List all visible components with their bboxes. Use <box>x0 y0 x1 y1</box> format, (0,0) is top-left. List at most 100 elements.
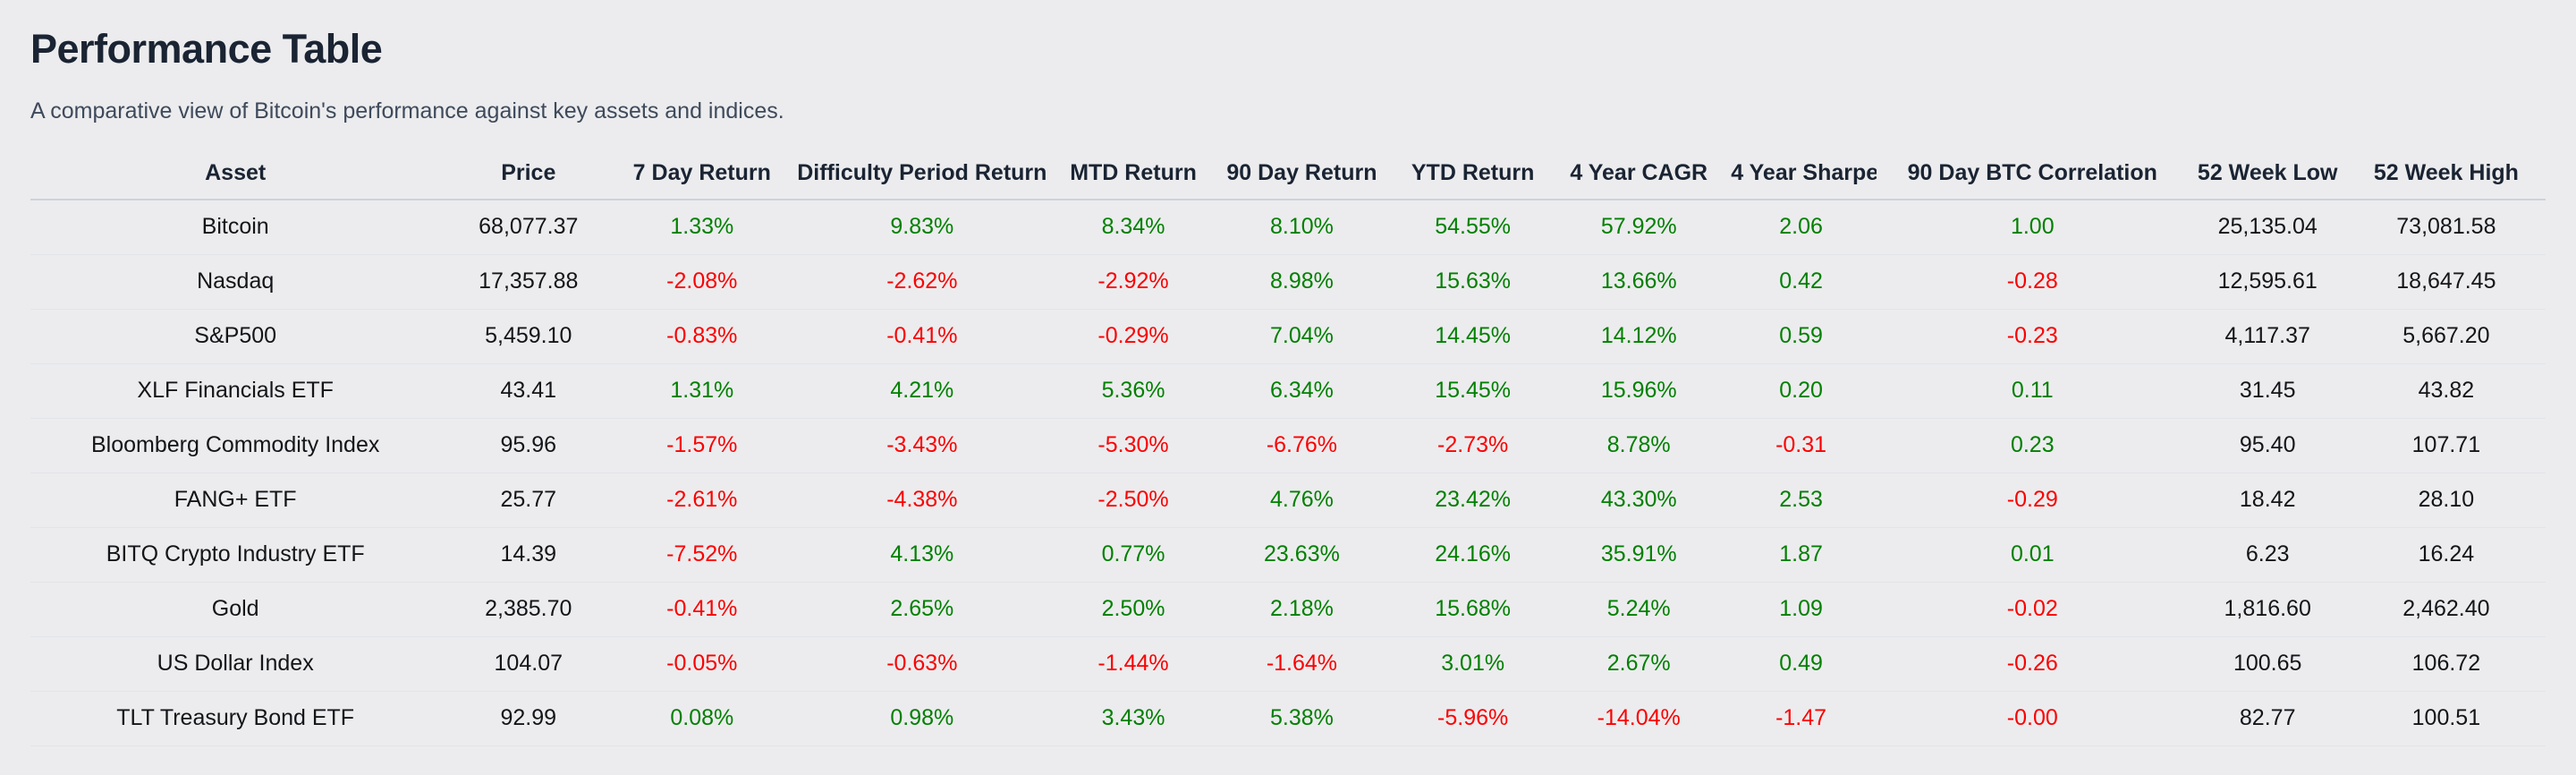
cell-low52: 6.23 <box>2188 527 2347 583</box>
cell-price: 5,459.10 <box>440 309 617 364</box>
cell-ytd: -5.96% <box>1394 691 1553 746</box>
column-header-ytd: YTD Return <box>1394 141 1553 200</box>
cell-high52: 5,667.20 <box>2346 309 2546 364</box>
table-row: Nasdaq 17,357.88 -2.08% -2.62% -2.92% 8.98% 15… <box>30 254 2546 310</box>
performance-table-section: Performance Table A comparative view of … <box>30 26 2546 746</box>
table-row: Bitcoin 68,077.37 1.33% 9.83% 8.34% 8.10% 54.5… <box>30 200 2546 255</box>
cell-sharpe4: 0.42 <box>1725 254 1877 310</box>
cell-sharpe4: 1.87 <box>1725 527 1877 583</box>
cell-low52: 12,595.61 <box>2188 254 2347 310</box>
cell-btc_corr90: -0.26 <box>1876 636 2189 692</box>
cell-mtd: -2.50% <box>1056 473 1210 528</box>
column-header-day7: 7 Day Return <box>616 141 788 200</box>
cell-low52: 82.77 <box>2188 691 2347 746</box>
cell-day90: 7.04% <box>1209 309 1394 364</box>
cell-difficulty: -2.62% <box>787 254 1057 310</box>
cell-cagr4: 14.12% <box>1552 309 1726 364</box>
table-row: Gold 2,385.70 -0.41% 2.65% 2.50% 2.18% 15.68% 5… <box>30 582 2546 637</box>
page-title: Performance Table <box>30 26 383 72</box>
cell-sharpe4: -1.47 <box>1725 691 1877 746</box>
cell-mtd: 8.34% <box>1056 200 1210 255</box>
cell-low52: 95.40 <box>2188 418 2347 473</box>
cell-sharpe4: 0.20 <box>1725 363 1877 419</box>
cell-btc_corr90: -0.28 <box>1876 254 2189 310</box>
cell-day90: 8.98% <box>1209 254 1394 310</box>
cell-difficulty: 9.83% <box>787 200 1057 255</box>
cell-day7: 0.08% <box>616 691 788 746</box>
cell-high52: 18,647.45 <box>2346 254 2546 310</box>
cell-sharpe4: -0.31 <box>1725 418 1877 473</box>
cell-difficulty: -0.63% <box>787 636 1057 692</box>
cell-ytd: 3.01% <box>1394 636 1553 692</box>
cell-asset: XLF Financials ETF <box>30 363 441 419</box>
column-header-low52: 52 Week Low <box>2188 141 2347 200</box>
table-row: FANG+ ETF 25.77 -2.61% -4.38% -2.50% 4.76% 23.… <box>30 473 2546 528</box>
cell-day7: 1.33% <box>616 200 788 255</box>
cell-day90: 6.34% <box>1209 363 1394 419</box>
cell-mtd: 2.50% <box>1056 582 1210 637</box>
cell-difficulty: -4.38% <box>787 473 1057 528</box>
cell-low52: 25,135.04 <box>2188 200 2347 255</box>
cell-mtd: -2.92% <box>1056 254 1210 310</box>
cell-low52: 4,117.37 <box>2188 309 2347 364</box>
cell-asset: S&P500 <box>30 309 441 364</box>
table-row: TLT Treasury Bond ETF 92.99 0.08% 0.98% 3.43… <box>30 691 2546 746</box>
cell-day7: -2.08% <box>616 254 788 310</box>
cell-high52: 100.51 <box>2346 691 2546 746</box>
cell-day90: -1.64% <box>1209 636 1394 692</box>
cell-sharpe4: 2.53 <box>1725 473 1877 528</box>
cell-difficulty: 2.65% <box>787 582 1057 637</box>
cell-day90: 8.10% <box>1209 200 1394 255</box>
cell-asset: TLT Treasury Bond ETF <box>30 691 441 746</box>
cell-low52: 18.42 <box>2188 473 2347 528</box>
cell-btc_corr90: 1.00 <box>1876 200 2189 255</box>
cell-sharpe4: 2.06 <box>1725 200 1877 255</box>
cell-ytd: 14.45% <box>1394 309 1553 364</box>
cell-btc_corr90: -0.23 <box>1876 309 2189 364</box>
column-header-asset: Asset <box>30 141 441 200</box>
cell-price: 68,077.37 <box>440 200 617 255</box>
cell-ytd: 15.68% <box>1394 582 1553 637</box>
cell-high52: 106.72 <box>2346 636 2546 692</box>
cell-btc_corr90: 0.23 <box>1876 418 2189 473</box>
cell-day90: 2.18% <box>1209 582 1394 637</box>
cell-ytd: 54.55% <box>1394 200 1553 255</box>
cell-ytd: 23.42% <box>1394 473 1553 528</box>
cell-high52: 16.24 <box>2346 527 2546 583</box>
cell-high52: 2,462.40 <box>2346 582 2546 637</box>
cell-sharpe4: 0.49 <box>1725 636 1877 692</box>
cell-cagr4: 43.30% <box>1552 473 1726 528</box>
cell-asset: Gold <box>30 582 441 637</box>
cell-day7: -1.57% <box>616 418 788 473</box>
cell-sharpe4: 1.09 <box>1725 582 1877 637</box>
cell-day7: -0.41% <box>616 582 788 637</box>
cell-ytd: 15.63% <box>1394 254 1553 310</box>
column-header-sharpe4: 4 Year Sharpe <box>1725 141 1877 200</box>
cell-difficulty: 4.21% <box>787 363 1057 419</box>
column-header-cagr4: 4 Year CAGR <box>1552 141 1726 200</box>
table-row: XLF Financials ETF 43.41 1.31% 4.21% 5.36% 6.… <box>30 363 2546 419</box>
cell-asset: BITQ Crypto Industry ETF <box>30 527 441 583</box>
cell-mtd: -1.44% <box>1056 636 1210 692</box>
cell-cagr4: -14.04% <box>1552 691 1726 746</box>
cell-cagr4: 57.92% <box>1552 200 1726 255</box>
cell-price: 25.77 <box>440 473 617 528</box>
cell-cagr4: 5.24% <box>1552 582 1726 637</box>
cell-low52: 1,816.60 <box>2188 582 2347 637</box>
cell-mtd: 3.43% <box>1056 691 1210 746</box>
cell-ytd: -2.73% <box>1394 418 1553 473</box>
cell-btc_corr90: -0.29 <box>1876 473 2189 528</box>
cell-price: 2,385.70 <box>440 582 617 637</box>
cell-day90: 4.76% <box>1209 473 1394 528</box>
cell-asset: Bitcoin <box>30 200 441 255</box>
column-header-difficulty: Difficulty Period Return <box>787 141 1057 200</box>
cell-high52: 28.10 <box>2346 473 2546 528</box>
cell-day7: -7.52% <box>616 527 788 583</box>
cell-cagr4: 8.78% <box>1552 418 1726 473</box>
cell-day7: 1.31% <box>616 363 788 419</box>
cell-asset: US Dollar Index <box>30 636 441 692</box>
column-header-btc_corr90: 90 Day BTC Correlation <box>1876 141 2189 200</box>
cell-mtd: 5.36% <box>1056 363 1210 419</box>
cell-cagr4: 2.67% <box>1552 636 1726 692</box>
cell-cagr4: 35.91% <box>1552 527 1726 583</box>
